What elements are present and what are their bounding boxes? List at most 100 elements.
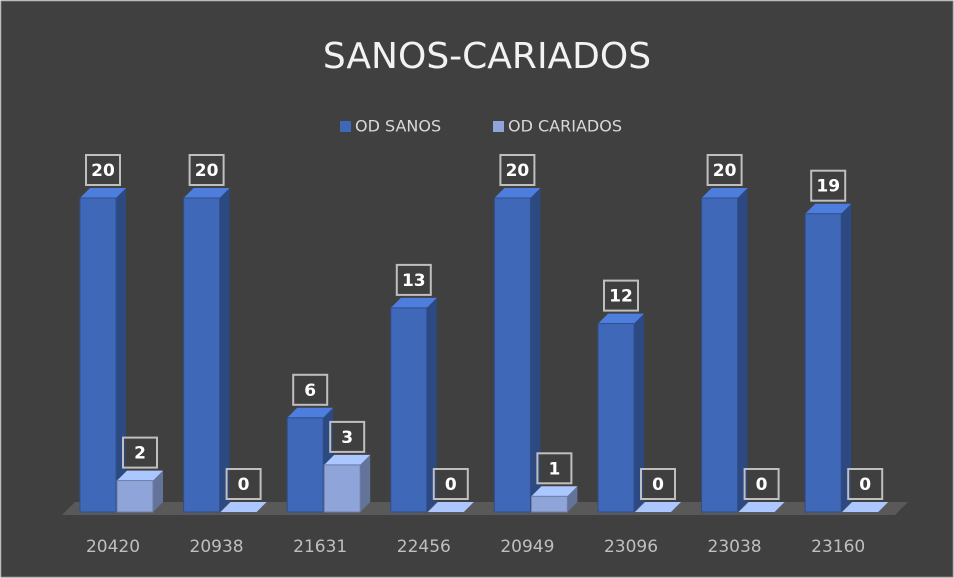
bar-3d bbox=[183, 188, 230, 513]
x-tick-label: 23160 bbox=[811, 537, 865, 557]
bar-3d bbox=[804, 203, 852, 513]
bar-side bbox=[153, 470, 163, 512]
data-label: 20 bbox=[713, 161, 737, 181]
bar-3d bbox=[530, 486, 578, 513]
bar bbox=[390, 307, 428, 513]
data-label: 0 bbox=[859, 475, 871, 495]
data-label: 6 bbox=[304, 381, 316, 401]
data-label-box bbox=[85, 154, 121, 186]
x-tick-label: 20938 bbox=[190, 537, 244, 557]
bar-3d bbox=[220, 502, 267, 512]
bar-top bbox=[531, 486, 578, 497]
bar-top bbox=[287, 407, 334, 418]
bar-top bbox=[842, 502, 889, 512]
x-tick-label: 23038 bbox=[708, 537, 762, 557]
data-label: 0 bbox=[445, 475, 457, 495]
data-label-box bbox=[640, 468, 676, 500]
bar-top bbox=[701, 188, 748, 198]
bar-3d bbox=[597, 313, 644, 513]
data-label-box bbox=[847, 468, 884, 500]
x-tick-label: 21631 bbox=[293, 537, 347, 557]
data-label: 0 bbox=[652, 475, 664, 495]
chart-title: SANOS-CARIADOS bbox=[323, 36, 651, 77]
data-label-box bbox=[810, 169, 847, 202]
bar bbox=[701, 197, 739, 513]
data-label-box bbox=[292, 373, 329, 406]
data-label-box bbox=[499, 154, 536, 186]
data-label: 1 bbox=[548, 459, 560, 479]
legend-swatch bbox=[493, 121, 504, 132]
bar-side bbox=[737, 188, 748, 512]
bar-3d bbox=[286, 407, 334, 513]
data-label-box bbox=[432, 468, 469, 500]
data-label: 13 bbox=[402, 271, 426, 291]
data-label: 20 bbox=[506, 161, 530, 181]
bar-side bbox=[841, 203, 852, 512]
data-label-box bbox=[188, 154, 225, 186]
bar-3d bbox=[116, 470, 163, 513]
legend-label: OD CARIADOS bbox=[508, 117, 622, 136]
legend-swatch bbox=[340, 121, 351, 132]
bar-top bbox=[220, 502, 267, 512]
legend-label: OD SANOS bbox=[355, 117, 441, 136]
bar-top bbox=[183, 188, 230, 198]
bar bbox=[530, 495, 568, 513]
bar-side bbox=[360, 454, 371, 512]
bar-3d bbox=[427, 502, 474, 512]
bar-top bbox=[80, 188, 126, 198]
bar-3d bbox=[323, 454, 371, 513]
bar bbox=[183, 197, 221, 513]
data-label: 12 bbox=[609, 287, 633, 307]
bar-top bbox=[738, 502, 785, 512]
bar bbox=[804, 213, 842, 513]
bar-top bbox=[427, 502, 474, 512]
bar-3d bbox=[493, 188, 541, 513]
bar-side bbox=[219, 188, 230, 512]
bar bbox=[323, 464, 361, 513]
bar-3d bbox=[390, 297, 437, 513]
bar-side bbox=[530, 188, 541, 512]
bar-top bbox=[390, 297, 437, 308]
x-tick-label: 20420 bbox=[86, 537, 140, 557]
bar-3d bbox=[738, 502, 785, 512]
bar bbox=[493, 197, 531, 513]
data-label-box bbox=[395, 263, 432, 296]
data-label: 20 bbox=[91, 161, 115, 181]
bar-side bbox=[116, 188, 126, 512]
bar bbox=[597, 323, 635, 513]
x-tick-label: 20949 bbox=[500, 537, 554, 557]
data-label: 20 bbox=[195, 161, 219, 181]
data-label: 2 bbox=[134, 444, 146, 464]
bar-side bbox=[634, 313, 644, 512]
bar-top bbox=[117, 470, 163, 481]
bar-top bbox=[494, 188, 541, 198]
bar-top bbox=[805, 203, 852, 214]
data-label-box bbox=[122, 436, 158, 469]
data-label-box bbox=[603, 279, 639, 312]
data-label-box bbox=[706, 154, 743, 186]
data-label: 19 bbox=[816, 177, 840, 197]
data-label: 0 bbox=[238, 475, 250, 495]
bar-3d bbox=[635, 502, 681, 512]
data-label-box bbox=[329, 420, 366, 453]
bar bbox=[116, 480, 154, 513]
bar bbox=[286, 417, 324, 513]
data-label: 0 bbox=[756, 475, 768, 495]
floor bbox=[62, 502, 908, 515]
bar-3d bbox=[842, 502, 889, 512]
bar-3d bbox=[79, 188, 126, 513]
bar bbox=[79, 197, 117, 513]
data-label-box bbox=[536, 452, 573, 485]
bar-side bbox=[567, 486, 578, 512]
data-label: 3 bbox=[341, 428, 353, 448]
x-tick-label: 23096 bbox=[604, 537, 658, 557]
bar-3d bbox=[701, 188, 748, 513]
bar-top bbox=[635, 502, 681, 512]
bar-top bbox=[324, 454, 371, 465]
data-label-box bbox=[225, 468, 262, 500]
bar-side bbox=[426, 297, 437, 512]
x-tick-label: 22456 bbox=[397, 537, 451, 557]
bar-top bbox=[598, 313, 644, 324]
